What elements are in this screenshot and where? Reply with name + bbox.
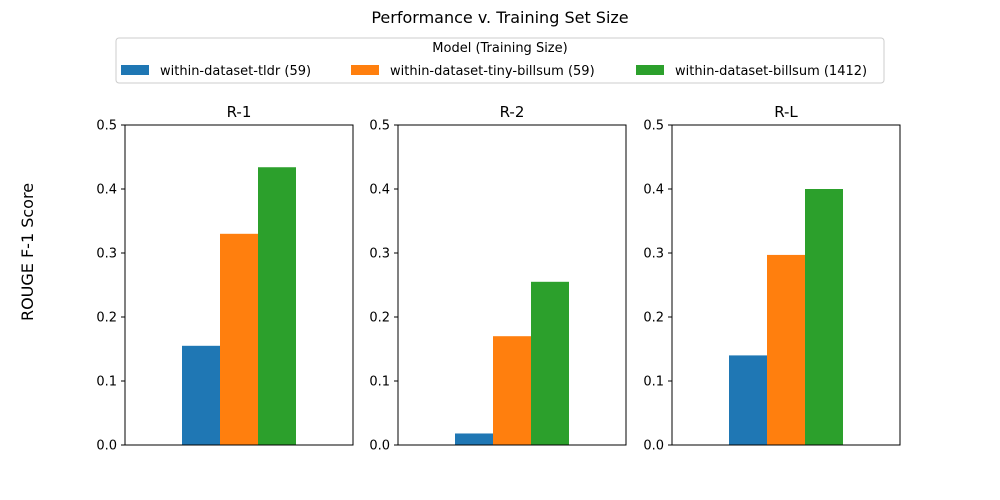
y-tick-label: 0.0 [96,439,117,454]
bar [220,233,258,445]
panel-title: R-L [774,103,798,121]
y-tick-label: 0.4 [369,183,390,198]
legend-label: within-dataset-tldr (59) [160,64,311,79]
axes-frame [124,124,354,446]
y-tick-label: 0.4 [96,183,117,198]
bar [805,189,843,445]
legend-item: within-dataset-tldr (59) [121,64,311,79]
y-tick-label: 0.1 [96,375,117,390]
y-tick-label: 0.3 [369,247,390,262]
legend-item: within-dataset-billsum (1412) [636,64,867,79]
panel-r-1: R-1 0.0 0.1 0.2 0.3 0.4 0.5 [96,103,354,454]
panel-r-2: R-2 0.0 0.1 0.2 0.3 0.4 0.5 [369,103,627,454]
y-tick-label: 0.1 [369,375,390,390]
panel-title: R-2 [500,103,525,121]
y-tick-label: 0.2 [96,311,117,326]
legend-swatch [351,65,379,75]
legend-label: within-dataset-billsum (1412) [675,64,867,79]
legend-frame [115,37,885,84]
legend-title: Model (Training Size) [432,41,567,56]
legend-label: within-dataset-tiny-billsum (59) [390,64,595,79]
bar [182,345,220,445]
bar [729,355,767,445]
y-tick-label: 0.3 [643,247,664,262]
legend: Model (Training Size) within-dataset-tld… [115,37,885,84]
y-tick-label: 0.0 [369,439,390,454]
y-tick-label: 0.0 [643,439,664,454]
bar [767,254,805,445]
y-tick-label: 0.3 [96,247,117,262]
y-tick-label: 0.5 [643,119,664,134]
y-tick-label: 0.4 [643,183,664,198]
legend-item: within-dataset-tiny-billsum (59) [351,64,595,79]
axes-frame [397,124,627,446]
y-tick-label: 0.2 [643,311,664,326]
panel-title: R-1 [227,103,252,121]
panel-r-l: R-L 0.0 0.1 0.2 0.3 0.4 0.5 [643,103,901,454]
legend-swatch [121,65,149,75]
y-tick-label: 0.5 [96,119,117,134]
bar [455,433,493,445]
bar [531,281,569,445]
axes-frame [671,124,901,446]
chart-title: Performance v. Training Set Size [371,8,628,27]
y-tick-label: 0.5 [369,119,390,134]
bar [493,336,531,445]
y-tick-label: 0.1 [643,375,664,390]
legend-swatch [636,65,664,75]
y-tick-label: 0.2 [369,311,390,326]
y-axis-label: ROUGE F-1 Score [18,183,37,321]
bar [258,167,296,446]
